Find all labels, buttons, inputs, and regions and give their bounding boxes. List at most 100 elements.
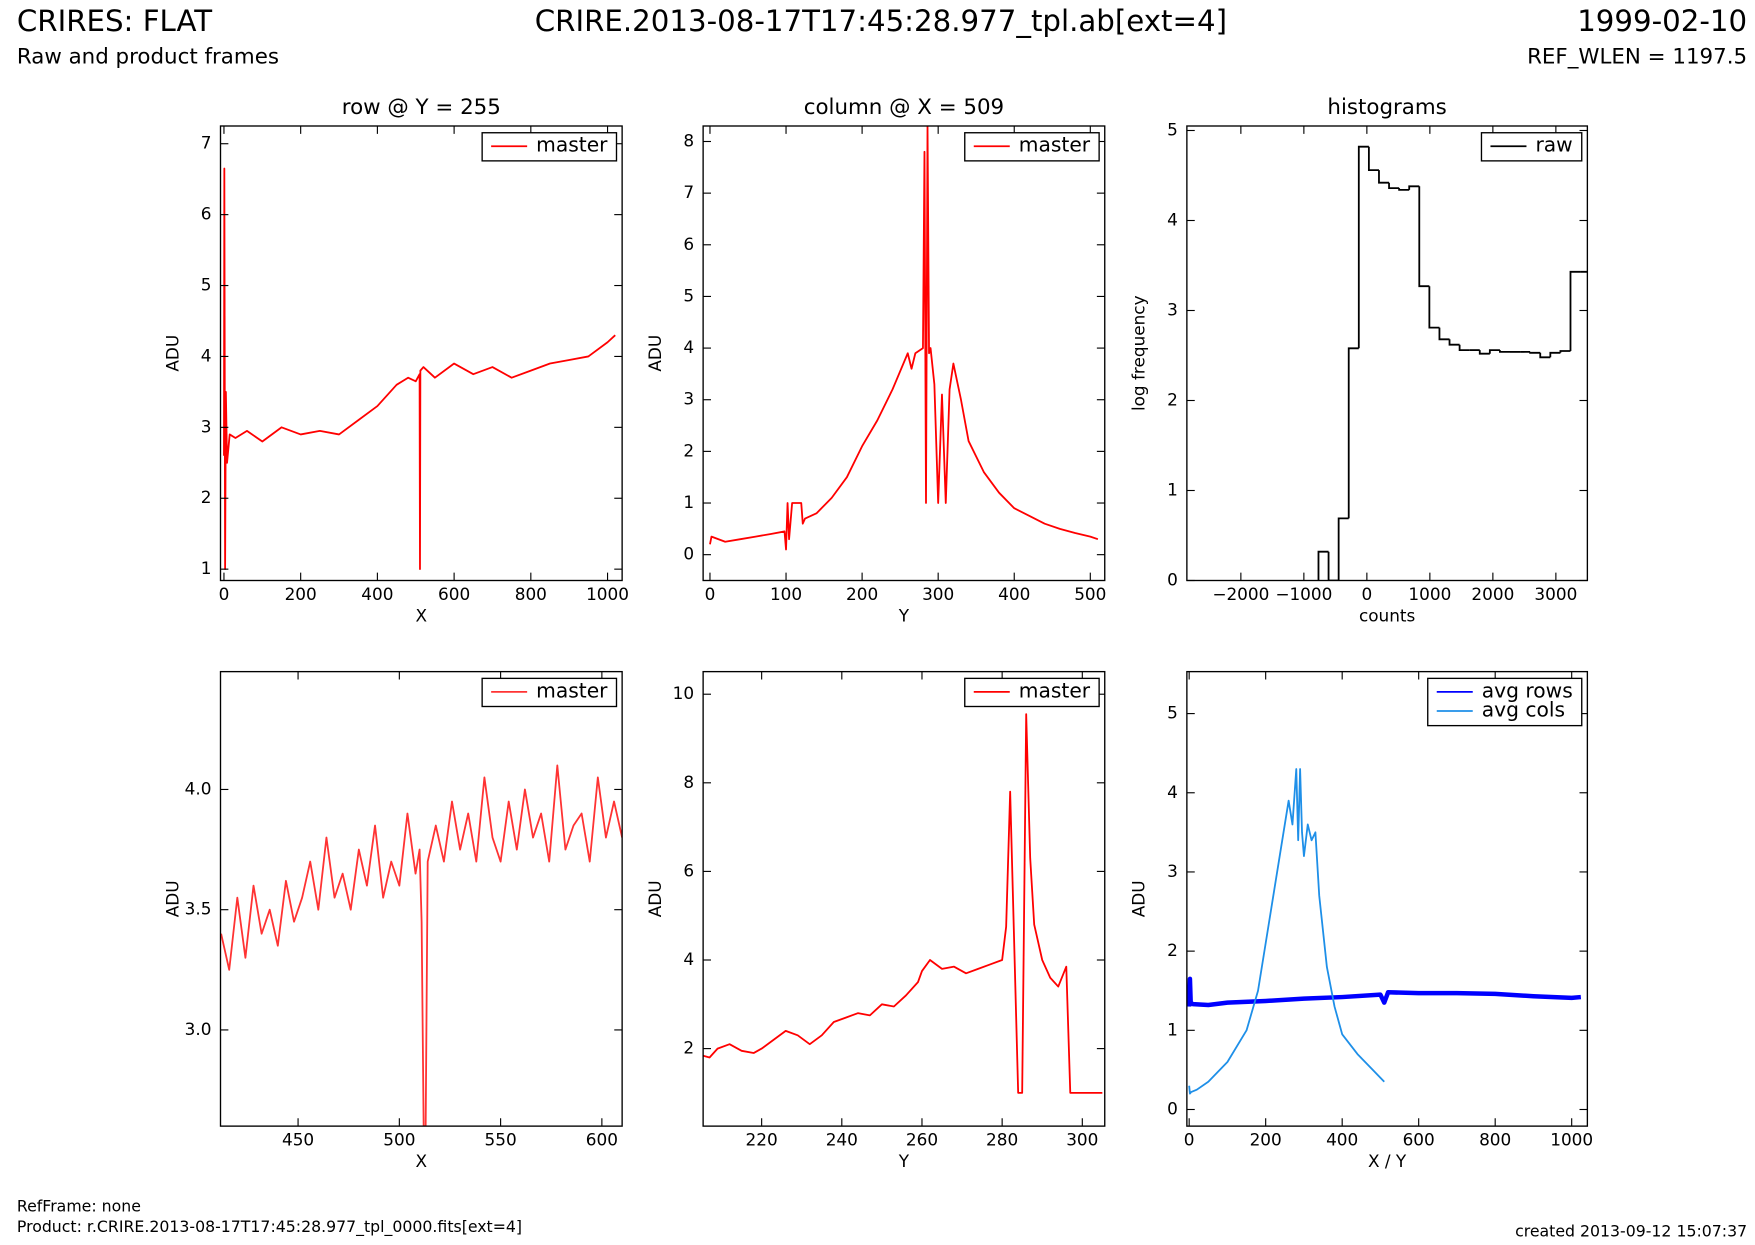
marks bbox=[703, 713, 1103, 1094]
x-axis-label: Y bbox=[898, 605, 910, 625]
x-tick-label: −1000 bbox=[1275, 584, 1332, 604]
created: created 2013-09-12 15:07:37 bbox=[1515, 1221, 1747, 1240]
legend-label: raw bbox=[1535, 133, 1572, 157]
legend: master bbox=[481, 132, 618, 162]
histogram-bin bbox=[1478, 350, 1490, 355]
data-line bbox=[223, 167, 616, 571]
subplot: 0 100 200 300 400 500 0 1 2 3 4 5 6 7 8 column @ X = 50… bbox=[645, 95, 1107, 625]
subplot-title: histograms bbox=[1327, 95, 1446, 120]
x-tick-label: 260 bbox=[906, 1130, 938, 1150]
histogram-bin bbox=[1388, 182, 1400, 189]
histogram-bin bbox=[1428, 286, 1440, 329]
histogram-bin bbox=[1327, 551, 1339, 581]
x-tick-label: −2000 bbox=[1212, 584, 1269, 604]
product: Product: r.CRIRE.2013-08-17T17:45:28.977… bbox=[17, 1217, 522, 1237]
marks bbox=[1186, 768, 1582, 1095]
legend-label: master bbox=[1019, 678, 1091, 702]
x-tick-label: 1000 bbox=[1408, 584, 1451, 604]
histogram-bin bbox=[1317, 550, 1329, 581]
y-tick-label: 2 bbox=[1167, 940, 1178, 960]
histogram-bin bbox=[1418, 186, 1430, 288]
y-tick-label: 3 bbox=[683, 389, 694, 409]
y-tick-label: 1 bbox=[683, 492, 694, 512]
y-tick-label: 4 bbox=[201, 345, 212, 365]
plot-area bbox=[703, 125, 1105, 581]
page-title: CRIRES: FLAT bbox=[17, 4, 212, 38]
plot-frame bbox=[1186, 670, 1589, 1127]
histogram-bin bbox=[1488, 349, 1500, 354]
y-tick-label: 4 bbox=[1167, 782, 1178, 802]
x-axis-label: X bbox=[416, 1151, 428, 1171]
histogram-bin bbox=[1539, 352, 1551, 359]
x-axis-label: X / Y bbox=[1368, 1151, 1407, 1171]
x-tick-label: 400 bbox=[361, 584, 393, 604]
y-axis-label: log frequency bbox=[1129, 295, 1149, 411]
y-tick-label: 0 bbox=[683, 544, 694, 564]
y-tick-label: 6 bbox=[683, 860, 694, 880]
histogram-bin bbox=[1378, 170, 1390, 184]
y-axis-label: ADU bbox=[162, 335, 182, 372]
histogram-bin bbox=[1529, 351, 1541, 354]
y-tick-label: 10 bbox=[673, 683, 694, 703]
ref-wlen: REF_WLEN = 1197.5 bbox=[1527, 44, 1747, 69]
y-tick-label: 2 bbox=[1167, 389, 1178, 409]
histogram-bin bbox=[1448, 339, 1460, 346]
legend-label: master bbox=[1019, 133, 1091, 157]
plot-frame bbox=[1186, 125, 1589, 582]
y-tick-label: 3 bbox=[1167, 299, 1178, 319]
refframe: RefFrame: none bbox=[17, 1197, 141, 1216]
x-axis-label: Y bbox=[898, 1151, 910, 1171]
legend-label: master bbox=[536, 133, 608, 157]
x-tick-label: 280 bbox=[986, 1130, 1018, 1150]
y-tick-label: 3.5 bbox=[185, 899, 212, 919]
file-name: CRIRE.2013-08-17T17:45:28.977_tpl.ab[ext… bbox=[535, 4, 1227, 38]
y-tick-label: 0 bbox=[1167, 569, 1178, 589]
x-tick-label: 800 bbox=[1479, 1130, 1511, 1150]
y-tick-label: 5 bbox=[683, 285, 694, 305]
x-tick-label: 600 bbox=[438, 584, 470, 604]
x-tick-label: 2000 bbox=[1471, 584, 1514, 604]
histogram-bin bbox=[1549, 351, 1561, 358]
x-tick-label: 200 bbox=[285, 584, 317, 604]
histogram-bin bbox=[1559, 350, 1571, 353]
y-tick-label: 5 bbox=[1167, 119, 1178, 139]
x-tick-label: 0 bbox=[1184, 1130, 1195, 1150]
plot-area bbox=[1186, 125, 1588, 581]
x-tick-label: 1000 bbox=[1550, 1130, 1593, 1150]
data-line bbox=[220, 764, 623, 1127]
histogram-bin bbox=[1499, 350, 1511, 353]
subplot: 0 200 400 600 800 1000 0 1 2 3 4 5 X / Y ADU avg rowsa… bbox=[1129, 670, 1593, 1171]
x-tick-label: 500 bbox=[1074, 584, 1106, 604]
y-tick-label: 4 bbox=[683, 949, 694, 969]
y-axis-label: ADU bbox=[1129, 880, 1149, 917]
x-tick-label: 240 bbox=[826, 1130, 858, 1150]
legend-box bbox=[1427, 677, 1583, 727]
x-tick-label: 0 bbox=[705, 584, 716, 604]
legend: master bbox=[964, 132, 1100, 162]
marks bbox=[1317, 145, 1588, 581]
x-tick-label: 600 bbox=[1403, 1130, 1435, 1150]
legend: raw bbox=[1480, 132, 1583, 162]
y-tick-label: 7 bbox=[683, 182, 694, 202]
histogram-bin bbox=[1347, 347, 1359, 519]
plot-area bbox=[703, 671, 1105, 1127]
y-tick-label: 8 bbox=[683, 772, 694, 792]
y-tick-label: 4 bbox=[1167, 209, 1178, 229]
histogram-bin bbox=[1569, 270, 1581, 351]
x-tick-label: 600 bbox=[586, 1130, 618, 1150]
y-tick-label: 3 bbox=[1167, 861, 1178, 881]
y-tick-label: 8 bbox=[683, 130, 694, 150]
legend-label: avg rows bbox=[1482, 678, 1573, 702]
y-tick-label: 1 bbox=[1167, 479, 1178, 499]
y-tick-label: 4.0 bbox=[185, 778, 212, 798]
marks bbox=[220, 764, 623, 1127]
x-tick-label: 450 bbox=[282, 1130, 314, 1150]
x-tick-label: 550 bbox=[485, 1130, 517, 1150]
x-tick-label: 1000 bbox=[586, 584, 629, 604]
x-tick-label: 0 bbox=[1362, 584, 1373, 604]
marks bbox=[709, 125, 1099, 551]
x-tick-label: 300 bbox=[1066, 1130, 1098, 1150]
x-tick-label: 3000 bbox=[1534, 584, 1577, 604]
plot-frame bbox=[702, 125, 1106, 582]
